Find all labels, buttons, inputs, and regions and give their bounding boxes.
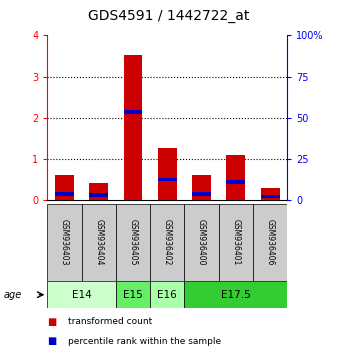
Bar [47,204,81,281]
Text: ■: ■ [47,317,56,327]
Bar [158,178,177,182]
Text: E17.5: E17.5 [221,290,251,300]
Bar [261,188,280,200]
Bar [55,175,74,200]
Bar [124,110,142,114]
Text: GSM936402: GSM936402 [163,219,172,266]
Text: GSM936405: GSM936405 [128,219,138,266]
Bar [55,192,74,196]
Bar [150,204,185,281]
Text: GSM936400: GSM936400 [197,219,206,266]
Bar [124,55,142,200]
Text: GSM936401: GSM936401 [232,219,240,266]
Text: E15: E15 [123,290,143,300]
Bar [185,204,219,281]
Text: transformed count: transformed count [68,317,152,326]
Text: percentile rank within the sample: percentile rank within the sample [68,337,221,346]
Bar [81,204,116,281]
Bar [192,192,211,196]
Bar [219,204,253,281]
Text: GSM936404: GSM936404 [94,219,103,266]
Bar [158,148,177,200]
Text: GDS4591 / 1442722_at: GDS4591 / 1442722_at [88,9,250,23]
Bar [150,281,185,308]
Text: E14: E14 [72,290,92,300]
Bar [192,175,211,200]
Bar [89,183,108,200]
Bar [89,193,108,197]
Bar [185,281,287,308]
Bar [116,281,150,308]
Text: age: age [3,290,22,300]
Text: ■: ■ [47,336,56,346]
Text: GSM936406: GSM936406 [266,219,275,266]
Text: E16: E16 [158,290,177,300]
Bar [253,204,287,281]
Bar [47,281,116,308]
Bar [226,180,245,183]
Bar [116,204,150,281]
Bar [226,155,245,200]
Text: GSM936403: GSM936403 [60,219,69,266]
Bar [261,195,280,198]
